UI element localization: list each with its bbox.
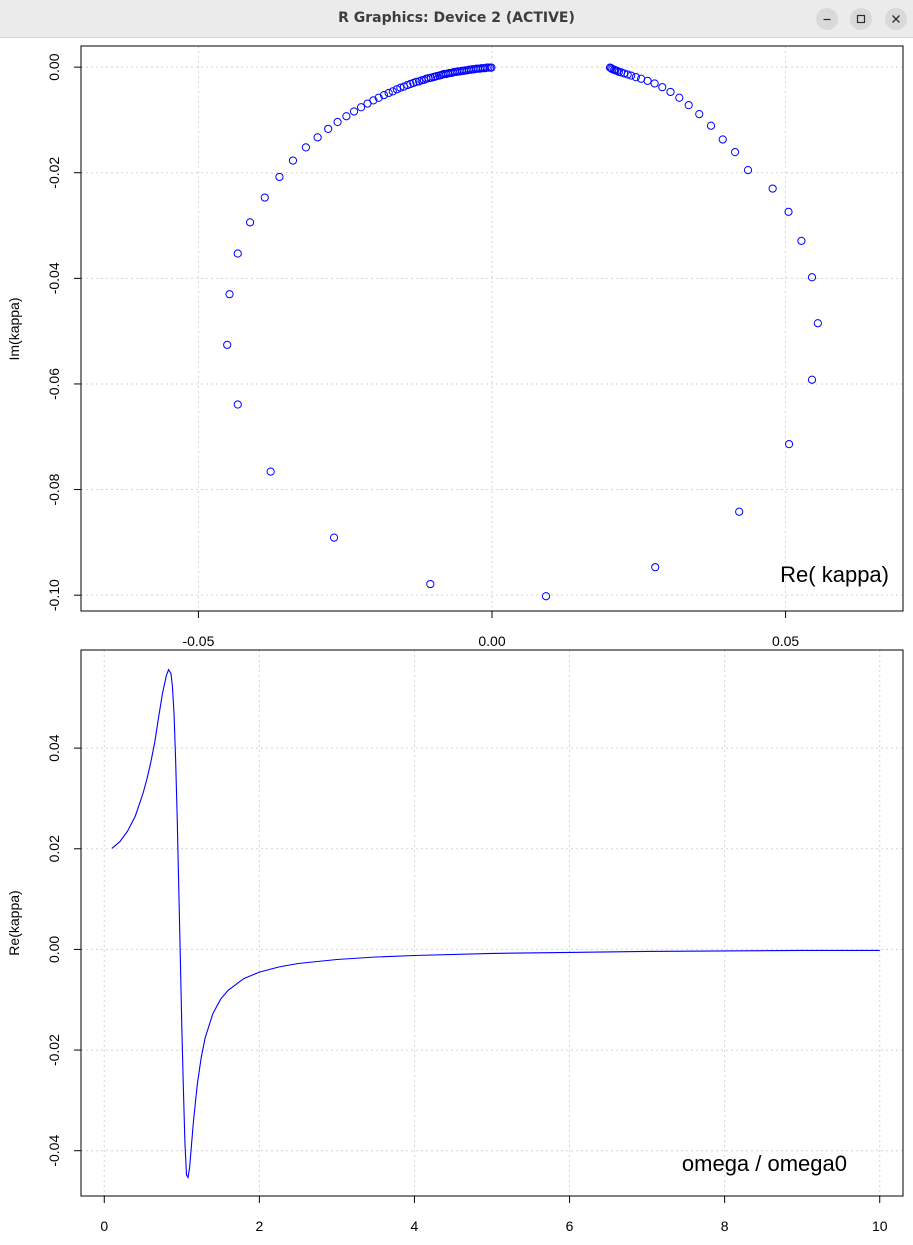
y-tick-label: -0.04 [46, 262, 62, 294]
plot-frame [80, 649, 904, 1197]
data-point [784, 440, 794, 449]
y-tick-label: 0.04 [46, 734, 62, 761]
data-point [541, 592, 551, 601]
data-point [718, 135, 727, 144]
data-point [735, 507, 744, 516]
data-point [349, 107, 359, 116]
maximize-button[interactable] [850, 8, 872, 30]
x-tick-label: 0 [100, 1218, 108, 1234]
data-point [807, 375, 817, 384]
data-point [388, 87, 397, 96]
data-point [743, 165, 753, 175]
data-point [695, 110, 704, 119]
data-point [675, 93, 684, 102]
y-tick-label: -0.04 [46, 1135, 62, 1167]
x-tick-label: 4 [411, 1218, 419, 1234]
x-tick-label: 0.05 [772, 633, 799, 649]
minimize-button[interactable] [816, 8, 838, 30]
data-point [412, 77, 421, 87]
close-icon [892, 15, 900, 23]
data-point [275, 172, 284, 182]
data-point [245, 218, 255, 227]
minimize-icon [823, 18, 831, 21]
data-point [631, 73, 640, 82]
x-tick-label: 10 [872, 1218, 888, 1234]
data-point [333, 117, 342, 127]
data-point [379, 91, 389, 100]
x-tick-label: 6 [566, 1218, 574, 1234]
data-point [225, 290, 234, 299]
window-titlebar[interactable]: R Graphics: Device 2 (ACTIVE) [0, 0, 913, 38]
x-tick-label: 8 [721, 1218, 729, 1234]
data-point [627, 71, 636, 80]
y-axis-label: Im(kappa) [6, 297, 22, 360]
data-point [797, 236, 806, 245]
data-point [324, 124, 333, 134]
plot-annotation: omega / omega0 [682, 1151, 847, 1176]
data-point [684, 101, 693, 110]
x-tick-label: 2 [255, 1218, 263, 1234]
maximize-icon [856, 14, 866, 24]
data-point [233, 400, 242, 409]
data-point [643, 76, 652, 85]
data-point [288, 156, 298, 165]
im-vs-re-kappa-scatter-chart: -0.05 0.00 0.05 0.00 -0.02 -0.04 -0.06 -0.08 -0.… [6, 45, 904, 649]
y-tick-label: 0.00 [46, 936, 62, 963]
data-point [658, 83, 667, 92]
data-point [730, 148, 740, 157]
data-point [768, 184, 777, 193]
data-point [784, 207, 793, 216]
data-point [233, 249, 242, 258]
data-point [612, 66, 622, 75]
y-tick-label: 0.02 [46, 835, 62, 862]
data-point [301, 143, 310, 152]
y-tick-label: -0.02 [46, 157, 62, 189]
data-point [369, 96, 378, 105]
data-point [313, 133, 322, 142]
data-point [651, 563, 660, 572]
data-point [384, 88, 393, 98]
close-button[interactable] [885, 8, 907, 30]
data-point [623, 70, 632, 79]
data-point [807, 273, 817, 282]
data-point [650, 79, 659, 88]
x-tick-label: 0.00 [478, 633, 505, 649]
x-tick-label: -0.05 [182, 633, 214, 649]
y-tick-label: -0.02 [46, 1034, 62, 1066]
data-point [666, 87, 675, 97]
re-kappa-vs-omega-line-chart: 0 2 4 6 8 10 0.04 0.02 0.00 -0.02 -0.04 Re(kappa) om… [6, 649, 904, 1234]
data-point [260, 193, 269, 202]
series-line [111, 668, 880, 1179]
graphics-device-canvas: -0.05 0.00 0.05 0.00 -0.02 -0.04 -0.06 -0.08 -0.… [6, 45, 904, 1234]
y-tick-label: -0.08 [46, 473, 62, 505]
plot-annotation: Re( kappa) [780, 562, 889, 587]
y-tick-label: -0.10 [46, 579, 62, 611]
data-point [706, 121, 716, 130]
data-point [426, 579, 435, 589]
window-title: R Graphics: Device 2 (ACTIVE) [338, 10, 575, 26]
y-tick-label: -0.06 [46, 368, 62, 400]
data-point [487, 63, 496, 72]
data-point [396, 83, 405, 92]
data-point [342, 112, 351, 121]
y-tick-label: 0.00 [46, 53, 62, 80]
y-axis-label: Re(kappa) [6, 890, 22, 955]
data-point [266, 467, 275, 476]
data-point [356, 103, 366, 112]
data-point [223, 340, 232, 349]
data-point [813, 319, 822, 328]
data-point [374, 93, 383, 102]
data-point [329, 533, 339, 542]
